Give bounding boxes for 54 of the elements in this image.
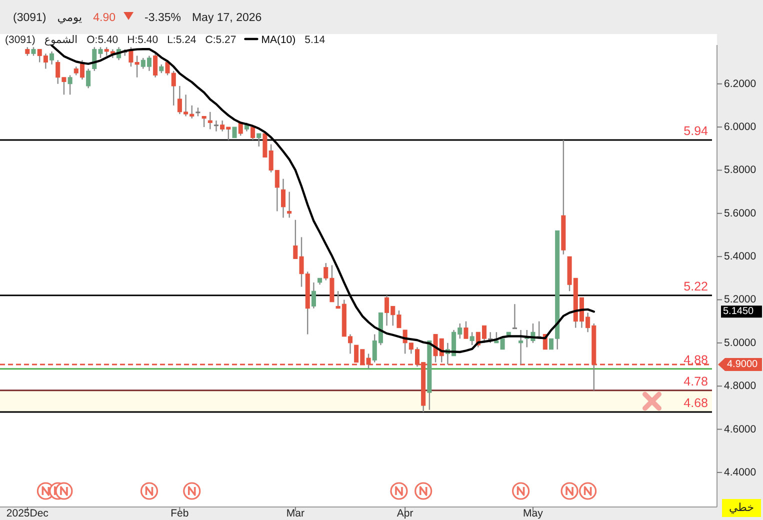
annotation: O:5.40 <box>86 34 118 46</box>
y-tick-label: 5.0000 <box>724 336 756 349</box>
candlestick <box>232 126 237 138</box>
annotation: C:5.27 <box>205 34 236 46</box>
y-tick-label: 5.8000 <box>724 164 756 176</box>
annotation: (3091) <box>5 34 36 46</box>
text: 4.90 <box>93 12 116 24</box>
candlestick <box>250 126 256 141</box>
candlestick <box>311 282 316 309</box>
annotation: L:5.24 <box>167 34 196 46</box>
y-tick-label: 4.6000 <box>724 423 756 436</box>
candlestick <box>256 132 262 148</box>
y-tick-label: 4.4000 <box>724 466 756 478</box>
ref-line-label: 4.68 <box>684 396 708 410</box>
candlestick <box>68 74 72 96</box>
candlestick <box>202 116 206 128</box>
y-tick-label: 5.4000 <box>724 250 756 263</box>
text: May 17, 2026 <box>192 12 262 24</box>
text: 5.1450 <box>723 306 754 318</box>
candlestick <box>512 303 517 330</box>
ref-line-label: 5.94 <box>684 124 708 138</box>
y-tick-label: 6.2000 <box>724 78 756 90</box>
y-tick-label: 5.2000 <box>724 294 756 306</box>
candlestick <box>464 320 468 340</box>
text: -3.35% <box>144 12 181 24</box>
y-tick-label: 6.0000 <box>724 121 756 134</box>
x-tick-label: May <box>523 508 544 520</box>
x-tick-label: Apr <box>396 508 414 520</box>
candlestick <box>470 332 474 346</box>
annotation: H:5.40 <box>127 34 158 46</box>
annotation: الشموع <box>44 34 78 46</box>
text: خطي <box>729 502 754 514</box>
candlestick <box>518 329 524 366</box>
x-tick-label: Feb <box>170 508 189 520</box>
candlestick <box>238 122 243 136</box>
y-tick-label: 5.6000 <box>724 207 756 220</box>
x-tick-label: 2025Dec <box>6 508 48 520</box>
annotation: 5.14 <box>304 34 326 46</box>
candlestick <box>50 50 54 66</box>
ref-line-label: 4.78 <box>684 374 708 388</box>
text: (3091) <box>13 12 46 24</box>
text: 4.9000 <box>727 359 758 370</box>
ref-line-label: 5.22 <box>684 279 708 294</box>
y-tick-label: 4.8000 <box>724 380 756 392</box>
ref-line-label: 4.88 <box>684 352 708 367</box>
x-tick-label: Mar <box>286 508 305 520</box>
candlestick <box>287 191 292 218</box>
legend-label: MA(10) <box>261 34 296 46</box>
candlestick <box>86 68 91 89</box>
text: يومي <box>57 12 82 24</box>
candlestick <box>208 111 212 130</box>
candlestick <box>280 178 286 218</box>
candlestick <box>214 120 218 132</box>
candlestick <box>153 53 158 78</box>
